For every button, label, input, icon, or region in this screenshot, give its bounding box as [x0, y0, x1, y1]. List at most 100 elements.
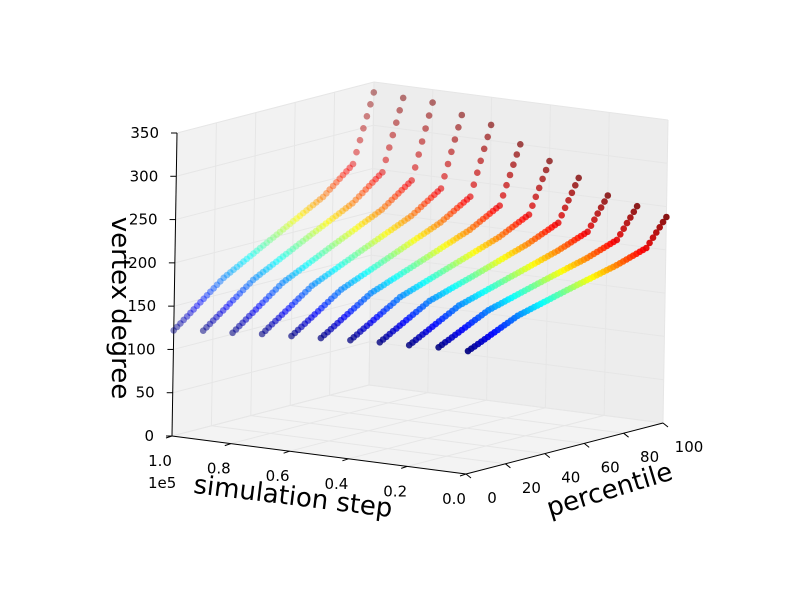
data-point: [623, 219, 631, 227]
data-point: [197, 299, 204, 306]
gridline-x-wall: [603, 112, 610, 416]
data-point: [399, 94, 407, 102]
z-tick-label: 250: [129, 211, 158, 229]
data-point: [396, 107, 404, 114]
gridline-z-left-wall: [176, 81, 375, 134]
x-tick-mark: [283, 450, 290, 454]
data-point: [389, 131, 397, 139]
y-tick-mark: [623, 432, 629, 438]
data-point: [280, 226, 287, 233]
data-point: [316, 196, 324, 203]
data-point: [170, 327, 177, 334]
gridline-z-left-wall: [174, 211, 372, 264]
data-point: [477, 157, 485, 165]
gridline-y-floor: [290, 404, 585, 444]
data-point: [617, 231, 624, 238]
y-tick-label: 80: [640, 448, 659, 466]
data-point: [220, 274, 227, 282]
data-point: [213, 281, 221, 289]
data-point: [575, 174, 582, 182]
x-tick-label: 0.8: [207, 460, 231, 478]
data-point: [663, 213, 670, 221]
gridline-y-floor: [250, 415, 545, 455]
data-point: [177, 320, 184, 327]
left-back-pane: [172, 82, 374, 436]
z-tick-label: 200: [128, 254, 157, 272]
data-point: [293, 215, 300, 222]
y-tick-label: 40: [561, 469, 580, 487]
data-point: [233, 263, 241, 271]
data-point: [458, 111, 466, 119]
data-point: [646, 239, 653, 247]
data-point: [572, 182, 579, 189]
data-point: [408, 177, 416, 184]
data-point: [532, 193, 540, 201]
data-point: [223, 271, 231, 279]
z-tick-label: 150: [128, 297, 157, 315]
data-point: [555, 219, 562, 227]
data-point: [273, 231, 281, 238]
gridline-x-wall: [427, 89, 434, 393]
data-point: [546, 157, 553, 165]
x-tick-label: 0.6: [266, 467, 290, 485]
x-tick-label: 0.2: [383, 482, 407, 500]
data-point: [319, 193, 327, 201]
gridline-z-right-wall: [371, 211, 666, 251]
data-point: [382, 156, 390, 164]
data-point: [499, 192, 507, 199]
y-tick-label: 60: [601, 458, 620, 476]
data-point: [183, 313, 191, 320]
y-tick-mark: [505, 463, 511, 469]
data-point: [303, 207, 310, 214]
data-point: [367, 101, 374, 108]
gridline-y-wall: [368, 81, 375, 386]
data-point: [653, 229, 660, 236]
data-point: [597, 204, 605, 211]
data-point: [346, 164, 354, 172]
data-point: [260, 242, 267, 249]
data-point: [418, 138, 426, 145]
data-point: [591, 216, 598, 223]
x-tick-label: 0.0: [442, 490, 466, 508]
data-point: [470, 181, 478, 188]
data-point: [422, 125, 429, 132]
data-point: [210, 285, 217, 292]
data-point: [487, 121, 495, 129]
x-axis-title: simulation step: [192, 470, 394, 524]
data-point: [480, 145, 488, 153]
gridline-z-left-wall: [171, 384, 370, 437]
z-tick-label: 300: [130, 167, 159, 185]
data-point: [429, 99, 436, 106]
data-point: [649, 234, 657, 241]
data-point: [561, 204, 569, 212]
y-axis-line: [465, 422, 664, 475]
data-point: [393, 119, 400, 126]
data-point: [448, 148, 455, 156]
tick-labels: 0.0 0.2 0.4 0.6 0.8 1.0 0 20 40 60 80 100 0 50 100 150 2…: [127, 124, 704, 508]
data-point: [474, 169, 481, 176]
data-point: [240, 258, 247, 265]
data-point: [309, 201, 317, 209]
data-point: [180, 316, 187, 324]
data-point: [539, 175, 546, 183]
y-tick-mark: [662, 422, 669, 428]
z-axis-title: vertex degree: [105, 217, 135, 400]
x-offset-label: 1e5: [148, 474, 176, 492]
data-point: [594, 210, 601, 217]
data-point: [207, 288, 214, 296]
z-tick-label: 100: [127, 340, 156, 358]
z-axis-line: [171, 132, 178, 437]
data-point: [336, 175, 344, 182]
data-point: [630, 208, 638, 216]
data-point: [296, 212, 304, 220]
data-point: [203, 292, 211, 299]
data-point: [506, 171, 514, 179]
data-point: [283, 223, 290, 230]
data-point: [587, 222, 595, 229]
data-point: [187, 309, 194, 317]
gridline-x-wall: [662, 119, 669, 424]
data-point: [542, 166, 550, 174]
data-point: [276, 228, 284, 236]
data-point: [263, 239, 271, 247]
data-point: [510, 161, 517, 168]
